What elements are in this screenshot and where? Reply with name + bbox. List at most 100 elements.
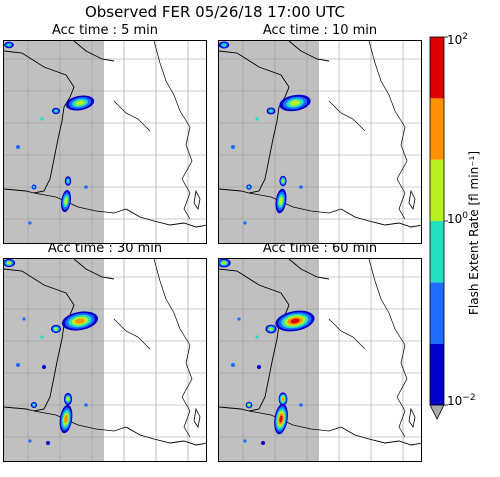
map-60min <box>219 259 421 461</box>
lightning-dot <box>84 403 88 407</box>
lightning-dot <box>299 185 303 189</box>
storm-cell <box>269 109 273 113</box>
lightning-dot <box>237 317 241 321</box>
flash-extent-overlay <box>219 259 315 445</box>
lightning-dot <box>42 365 46 369</box>
storm-cell <box>6 43 12 47</box>
colorbar-tick-mid-base: 10 <box>447 212 463 226</box>
coastline <box>288 41 330 62</box>
storm-cell <box>32 185 36 189</box>
coastline <box>4 406 35 412</box>
lightning-dot <box>255 335 259 339</box>
storm-cell <box>247 403 251 407</box>
colorbar-tick-min-exp: −2 <box>462 393 476 403</box>
storm-cell <box>290 318 300 324</box>
storm-cell <box>32 403 36 407</box>
colorbar-label-text: Flash Extent Rate [fl min⁻¹] <box>467 150 481 315</box>
masked-region <box>219 41 319 243</box>
storm-cell <box>66 178 70 184</box>
lightning-dot <box>299 403 303 407</box>
country-border <box>113 100 151 132</box>
coastline <box>125 426 206 446</box>
lightning-dot <box>255 117 259 121</box>
lightning-dot <box>257 365 261 369</box>
storm-cell <box>64 197 68 205</box>
country-border <box>368 259 406 346</box>
country-border <box>153 41 191 128</box>
coastline <box>219 406 250 412</box>
lightning-dot <box>243 439 247 443</box>
flash-extent-overlay <box>219 41 311 225</box>
colorbar-segment <box>430 98 444 160</box>
flash-extent-overlay <box>4 41 95 225</box>
colorbar-svg <box>429 36 448 420</box>
storm-cell <box>269 327 273 331</box>
coastline <box>340 426 421 446</box>
colorbar-segment <box>430 343 444 405</box>
storm-cell <box>54 327 58 331</box>
storm-cell <box>66 396 70 402</box>
lightning-dot <box>22 317 26 321</box>
corsica-outline <box>193 189 201 211</box>
storm-cell <box>221 261 227 265</box>
country-border <box>181 344 193 438</box>
lightning-dot <box>28 221 32 225</box>
map-30min <box>4 259 206 461</box>
map-panel-30min <box>3 258 207 462</box>
storm-cell <box>289 100 301 106</box>
colorbar <box>428 35 500 473</box>
masked-region <box>219 259 319 461</box>
lightning-dot <box>243 221 247 225</box>
storm-cell <box>247 185 251 189</box>
storm-cell <box>54 109 58 113</box>
lightning-dot <box>84 185 88 189</box>
lightning-dot <box>261 441 265 445</box>
lightning-dot <box>16 145 20 149</box>
colorbar-tick-max-base: 10 <box>447 33 463 47</box>
country-border <box>248 192 342 214</box>
map-panel-10min <box>218 40 422 244</box>
lightning-dot <box>40 117 44 121</box>
storm-cell <box>279 196 283 206</box>
colorbar-tick-min: 10−2 <box>447 393 476 408</box>
colorbar-tick-mid-exp: 0 <box>462 211 469 221</box>
lightning-dot <box>28 439 32 443</box>
colorbar-segment <box>430 37 444 99</box>
country-border <box>181 126 193 220</box>
coastline <box>125 208 206 228</box>
coastline <box>73 41 115 62</box>
panel-title-5min: Acc time : 5 min <box>51 23 159 38</box>
coastline <box>219 188 250 194</box>
country-border <box>248 410 342 432</box>
corsica-outline <box>408 407 416 429</box>
country-border <box>328 318 366 350</box>
storm-cell <box>64 415 68 423</box>
colorbar-tick-max: 102 <box>447 32 468 47</box>
lightning-dot <box>231 363 235 367</box>
lightning-dot <box>231 145 235 149</box>
lightning-dot <box>46 441 50 445</box>
colorbar-tick-min-base: 10 <box>447 394 463 408</box>
colorbar-segment <box>430 159 444 221</box>
country-border <box>33 410 127 432</box>
map-10min <box>219 41 421 243</box>
masked-region <box>4 41 104 243</box>
country-border <box>328 100 366 132</box>
map-panel-5min <box>3 40 207 244</box>
country-border <box>153 259 191 346</box>
colorbar-under-extension <box>429 404 445 420</box>
storm-cell <box>75 100 85 106</box>
panel-title-30min: Acc time : 30 min <box>47 241 163 256</box>
storm-cell <box>281 179 285 183</box>
lightning-dot <box>16 363 20 367</box>
coastline <box>4 50 75 194</box>
lightning-dot <box>40 335 44 339</box>
colorbar-tick-mid: 100 <box>447 211 468 226</box>
colorbar-segment <box>430 221 444 283</box>
coastline <box>288 259 330 280</box>
panel-title-10min: Acc time : 10 min <box>262 23 378 38</box>
coastline <box>73 259 115 280</box>
coastline <box>4 188 35 194</box>
flash-extent-overlay <box>4 259 99 445</box>
colorbar-tick-max-exp: 2 <box>462 32 469 42</box>
